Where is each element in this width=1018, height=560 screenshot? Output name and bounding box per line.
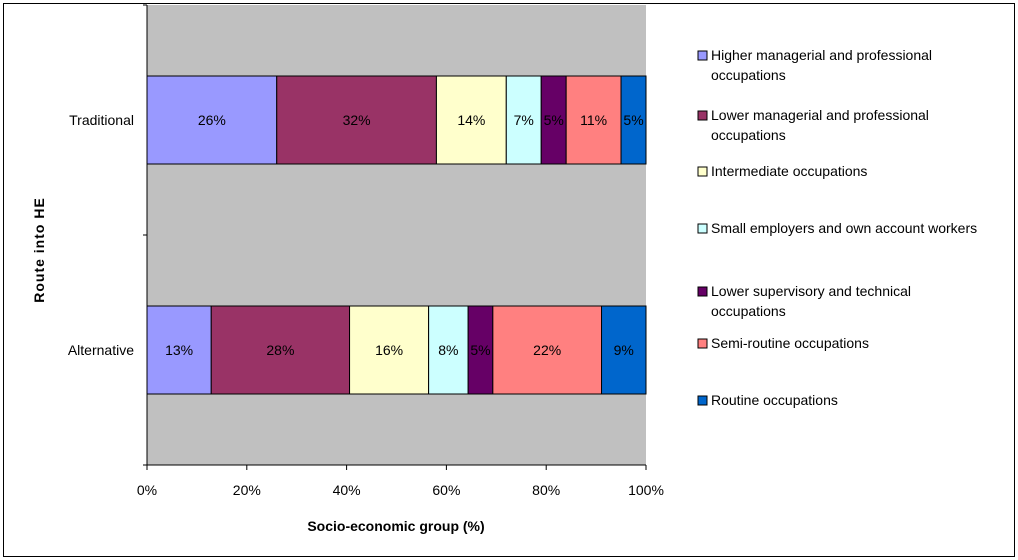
bar-segment [620, 75, 647, 165]
bar-data-label: 11% [580, 112, 607, 128]
legend-swatch [697, 50, 708, 61]
category-label: Traditional [69, 112, 134, 128]
bar-segment [467, 305, 494, 395]
bar-data-label: 5% [470, 342, 490, 358]
x-ticks-group: 0% 20% 40% 60% 80% 100% [137, 465, 664, 498]
legend-swatch [697, 338, 708, 349]
bar-data-label: 5% [544, 112, 564, 128]
plot-area [147, 5, 646, 465]
y-axis-title: Route into HE [31, 197, 47, 303]
legend-swatch [697, 166, 708, 177]
bar-segment [428, 305, 469, 395]
x-tick-label: 60% [432, 482, 460, 498]
x-tick-label: 0% [137, 482, 157, 498]
legend-label: Routine occupations [711, 392, 838, 408]
bar-data-label: 26% [198, 112, 226, 128]
x-axis-title: Socio-economic group (%) [307, 518, 484, 534]
bar-segment [540, 75, 567, 165]
legend-swatch [697, 395, 708, 406]
bar-data-label: 14% [457, 112, 485, 128]
legend-label: Higher managerial and professional occupa… [711, 47, 932, 83]
bar-data-label: 9% [614, 342, 634, 358]
bar-segment [601, 305, 647, 395]
legend-label: Lower managerial and professional occupat… [711, 107, 929, 143]
bar-segment [505, 75, 542, 165]
bar-segment [276, 75, 437, 165]
bars-group [146, 75, 647, 395]
legend-swatch [697, 223, 708, 234]
legend-label: Intermediate occupations [711, 163, 867, 179]
x-tick-label: 100% [628, 482, 664, 498]
bar-data-label: 22% [533, 342, 561, 358]
bar-data-label: 28% [266, 342, 294, 358]
y-ticks-group [143, 4, 147, 466]
legend: Higher managerial and professional occupa… [697, 47, 977, 408]
category-labels-group: Traditional Alternative [68, 112, 134, 358]
bar-segment [565, 75, 622, 165]
category-label: Alternative [68, 342, 134, 358]
x-tick-label: 20% [233, 482, 261, 498]
x-tick-label: 40% [333, 482, 361, 498]
legend-swatch [697, 110, 708, 121]
bar-data-label: 13% [165, 342, 193, 358]
legend-label: Semi-routine occupations [711, 335, 869, 351]
x-tick-label: 80% [532, 482, 560, 498]
legend-label: Small employers and own account workers [711, 220, 977, 236]
bar-segment [435, 75, 507, 165]
bar-segment [146, 75, 278, 165]
bar-segment [492, 305, 603, 395]
bar-segment [210, 305, 351, 395]
legend-label: Lower supervisory and technical occupatio… [711, 283, 911, 319]
bar-data-label: 16% [375, 342, 403, 358]
bar-data-label: 32% [343, 112, 371, 128]
bar-data-label: 8% [438, 342, 458, 358]
legend-swatch [697, 286, 708, 297]
bar-data-label: 7% [514, 112, 534, 128]
bar-data-label: 5% [623, 112, 643, 128]
bar-labels-group: 26% 32% 14% 7% 5% 11% 5% 13% 28% 16% 8% 5% 22% 9% [165, 112, 644, 358]
